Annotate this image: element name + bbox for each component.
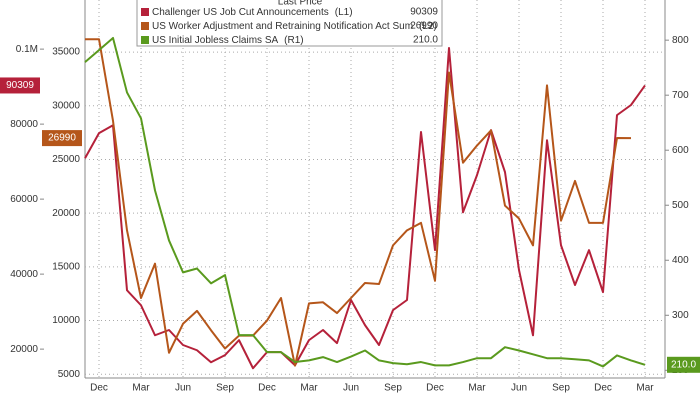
legend-label: Challenger US Job Cut Announcements (L1) [152,7,353,18]
legend-value: 90309 [410,7,438,18]
legend-swatch [141,8,149,16]
legend-value: 210.0 [413,35,438,46]
series-line [85,38,632,367]
axis-flag [667,356,700,373]
y3-tick-label: 25000 [52,154,80,165]
legend-box [136,0,443,47]
legend-name: US Initial Jobless Claims SA [152,35,278,46]
y3-tick-label: 5000 [58,369,81,380]
series-line [84,47,646,370]
x-tick-label: Jun [343,383,359,394]
legend-label: US Initial Jobless Claims SA (R1) [152,35,304,46]
y2-tick-label: 700 [672,90,689,101]
axis-flag-label: 210.0 [671,359,696,370]
legend-axis: (L2) [419,21,437,32]
x-tick-label: Dec [594,383,612,394]
y-tick-label: 20000 [10,344,38,355]
axis-flag-label: 26990 [48,133,76,144]
x-tick-label: Sep [216,383,234,394]
axis-flag [42,130,82,147]
y3-tick-label: 35000 [52,47,80,58]
x-tick-label: Mar [468,383,486,394]
y2-tick-label: 500 [672,200,689,211]
x-tick-label: Mar [636,383,654,394]
y2-tick-label: 400 [672,255,689,266]
x-tick-label: Dec [90,383,108,394]
y2-tick-label: 800 [672,35,689,46]
x-tick-label: Mar [132,383,150,394]
legend-value: 26990 [410,21,438,32]
legend-swatch [141,36,149,44]
y2-tick-label: 300 [672,310,689,321]
legend-title: Last Price [278,0,323,8]
y3-tick-label: 10000 [52,315,80,326]
axis-flag [0,77,40,94]
legend-label: US Worker Adjustment and Retraining Noti… [152,21,437,32]
y3-tick-label: 30000 [52,100,80,111]
legend-axis: (R1) [284,35,303,46]
x-tick-label: Dec [258,383,276,394]
y-tick-label: 60000 [10,194,38,205]
x-tick-label: Sep [552,383,570,394]
legend-swatch [141,22,149,30]
x-tick-label: Jun [175,383,191,394]
legend-name: US Worker Adjustment and Retraining Noti… [152,21,413,32]
x-tick-label: Dec [426,383,444,394]
axis-flag-label: 90309 [6,80,34,91]
y-tick-label: 40000 [10,269,38,280]
x-tick-label: Jun [511,383,527,394]
y2-tick-label: 600 [672,145,689,156]
y-tick-label: 80000 [10,119,38,130]
y3-tick-label: 15000 [52,261,80,272]
series-line [84,36,646,368]
x-tick-label: Mar [300,383,318,394]
y-tick-label: 0.1M [16,44,38,55]
legend-name: Challenger US Job Cut Announcements [152,7,329,18]
y3-tick-label: 20000 [52,208,80,219]
legend-axis: (L1) [335,7,353,18]
x-tick-label: Sep [384,383,402,394]
